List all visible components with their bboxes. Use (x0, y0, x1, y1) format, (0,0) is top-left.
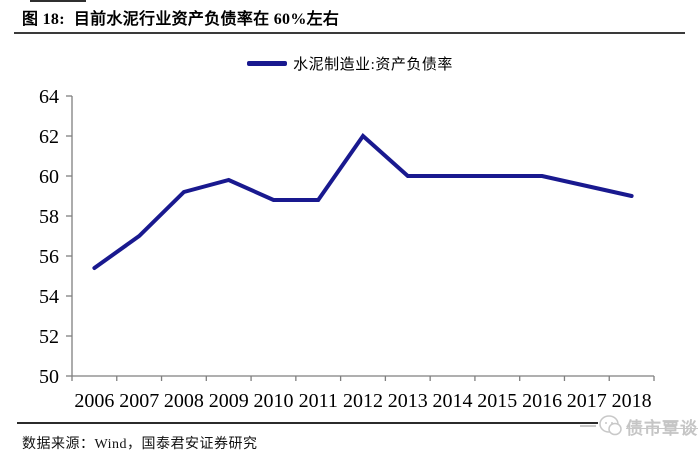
data-source: 数据来源：Wind，国泰君安证券研究 (22, 437, 258, 452)
x-tick-label: 2006 (74, 390, 114, 412)
x-tick-label: 2016 (522, 390, 562, 412)
y-tick-label: 54 (39, 286, 59, 308)
legend-series-label: 水泥制造业:资产负债率 (293, 56, 453, 73)
figure-number-label: 图 18: (22, 11, 65, 28)
y-tick-label: 58 (39, 206, 59, 228)
x-tick-label: 2008 (164, 390, 204, 412)
y-tick-label: 60 (39, 166, 59, 188)
title-divider (14, 32, 685, 34)
top-edge-artifact-line (30, 0, 86, 2)
x-tick-label: 2018 (612, 390, 652, 412)
x-tick-label: 2010 (254, 390, 294, 412)
x-tick-label: 2015 (477, 390, 517, 412)
x-tick-label: 2014 (433, 390, 473, 412)
y-tick-label: 52 (39, 326, 59, 348)
watermark: 债市覃谈 (580, 412, 698, 440)
chart-legend: 水泥制造业:资产负债率 (0, 52, 700, 74)
x-tick-label: 2009 (209, 390, 249, 412)
line-chart: 50 52 54 56 58 60 62 64 2006 2007 2008 2009 2010 2011… (39, 86, 655, 412)
x-tick-label: 2007 (119, 390, 159, 412)
figure-title-text: 目前水泥行业资产负债率在 60%左右 (73, 11, 340, 28)
series-line (92, 133, 634, 270)
x-tick-label: 2012 (343, 390, 383, 412)
x-tick-label: 2017 (567, 390, 607, 412)
y-tick-label: 64 (39, 86, 59, 108)
footer-divider (17, 422, 598, 424)
watermark-logo-icon (599, 415, 622, 436)
watermark-dash-line (580, 425, 596, 427)
y-tick-label: 56 (39, 246, 59, 268)
legend-line-swatch (247, 60, 288, 66)
x-tick-label: 2013 (388, 390, 428, 412)
y-tick-label: 50 (39, 366, 59, 388)
x-tick-label: 2011 (299, 390, 338, 412)
watermark-text: 债市覃谈 (626, 418, 698, 438)
figure-title: 图 18: 目前水泥行业资产负债率在 60%左右 (22, 5, 690, 29)
y-tick-label: 62 (39, 126, 59, 148)
